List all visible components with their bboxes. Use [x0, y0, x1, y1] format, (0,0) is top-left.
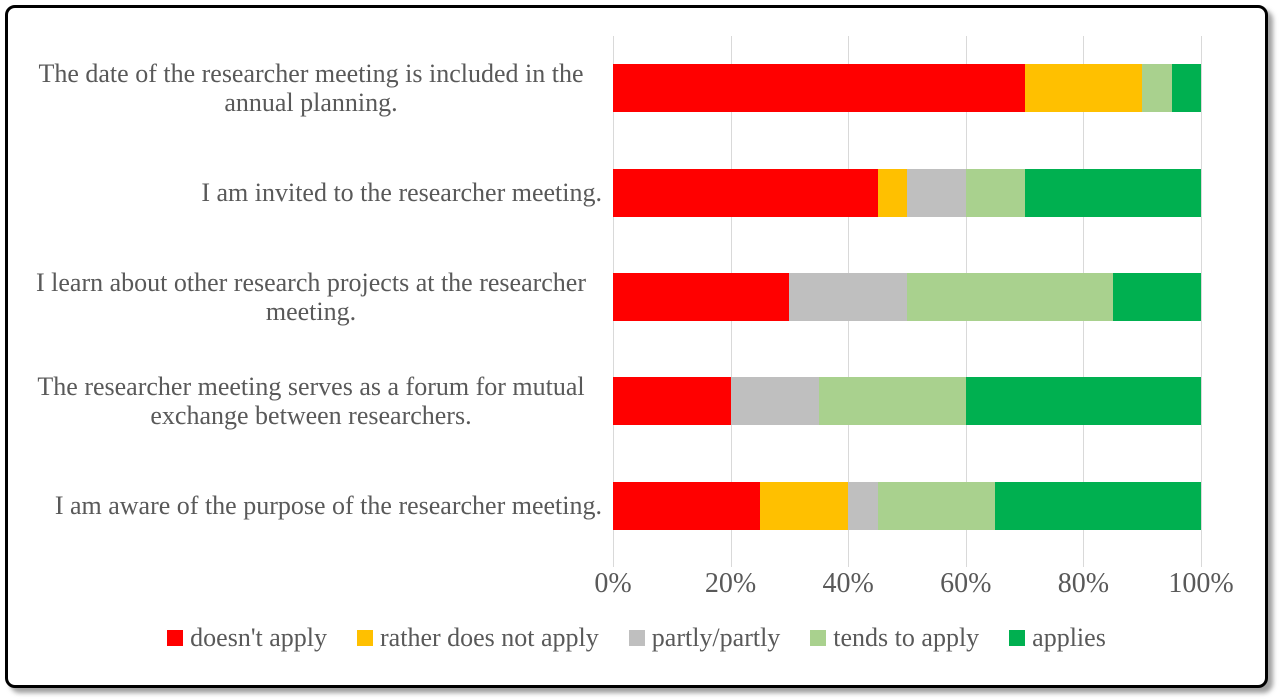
- legend-label: tends to apply: [833, 623, 980, 652]
- bar-segment: [965, 168, 1025, 217]
- bar-row: [613, 168, 1201, 217]
- category-label-text: The date of the researcher meeting is in…: [38, 59, 584, 118]
- bar-segment: [1142, 64, 1172, 113]
- chart-frame: The date of the researcher meeting is in…: [5, 5, 1268, 688]
- plot-area: [613, 36, 1202, 567]
- axis-tick-label: 20%: [704, 568, 757, 599]
- category-label-text: I learn about other research projects at…: [35, 267, 587, 326]
- bar-segment: [789, 273, 907, 321]
- legend-label: partly/partly: [651, 623, 781, 652]
- axis-tick-label: 60%: [940, 568, 992, 599]
- category-label: The researcher meeting serves as a forum…: [20, 349, 602, 453]
- category-label: I am aware of the purpose of the researc…: [20, 454, 602, 558]
- legend-swatch-icon: [1009, 630, 1026, 646]
- bar-segment: [1171, 64, 1201, 113]
- bar-row: [613, 481, 1201, 530]
- axis-tick-label: 80%: [1057, 568, 1110, 599]
- legend-label: applies: [1032, 623, 1106, 652]
- bar-segment: [818, 377, 966, 426]
- category-label-text: I am invited to the researcher meeting.: [201, 178, 602, 208]
- legend-item: rather does not apply: [357, 623, 599, 653]
- axis-tick-label: 40%: [822, 568, 874, 599]
- category-label-text: The researcher meeting serves as a forum…: [37, 372, 585, 431]
- bar-row: [613, 64, 1201, 113]
- legend-swatch-icon: [357, 630, 374, 646]
- bar-row: [613, 377, 1201, 426]
- value-axis: 0% 20% 40% 60% 80% 100%: [594, 568, 1233, 604]
- bar-segment: [1112, 273, 1201, 321]
- bar-segment: [613, 481, 760, 530]
- legend-label: rather does not apply: [380, 623, 599, 652]
- category-label: I learn about other research projects at…: [20, 245, 602, 349]
- category-label: The date of the researcher meeting is in…: [20, 36, 602, 140]
- bar-segment: [730, 377, 819, 426]
- bar-segment: [877, 168, 907, 217]
- legend-item: applies: [1009, 623, 1106, 653]
- bar-segment: [613, 64, 1025, 113]
- axis-tick-label: 0%: [594, 568, 632, 599]
- bar-segment: [877, 481, 996, 530]
- bar-segment: [1024, 168, 1201, 217]
- legend-item: tends to apply: [810, 623, 979, 653]
- legend-swatch-icon: [167, 630, 184, 646]
- legend-item: doesn't apply: [167, 623, 327, 653]
- bar-segment: [1024, 64, 1143, 113]
- bar-segment: [760, 481, 849, 530]
- legend-label: doesn't apply: [190, 623, 328, 652]
- axis-tick-label: 100%: [1168, 568, 1234, 599]
- bar-segment: [848, 481, 878, 530]
- stacked-bar-chart: The date of the researcher meeting is in…: [8, 8, 1265, 685]
- bar-segment: [906, 273, 1113, 321]
- legend-swatch-icon: [628, 630, 645, 646]
- bar-segment: [906, 168, 966, 217]
- category-label-text: I am aware of the purpose of the researc…: [54, 491, 602, 521]
- legend-swatch-icon: [810, 630, 827, 646]
- bar-segment: [613, 168, 878, 217]
- bar-segment: [613, 377, 731, 426]
- legend-item: partly/partly: [628, 623, 781, 653]
- gridline: [1201, 36, 1202, 567]
- category-label: I am invited to the researcher meeting.: [20, 140, 602, 244]
- bar-segment: [995, 481, 1201, 530]
- bar-segment: [613, 273, 790, 321]
- legend: doesn't apply rather does not apply partly…: [8, 623, 1265, 653]
- bar-segment: [965, 377, 1201, 426]
- bar-row: [613, 273, 1201, 321]
- category-axis: The date of the researcher meeting is in…: [20, 36, 602, 558]
